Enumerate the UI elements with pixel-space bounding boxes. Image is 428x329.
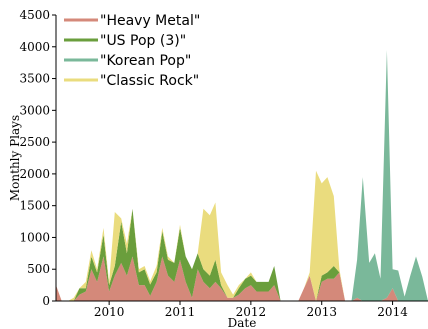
y-tick-label: 0 xyxy=(42,294,50,308)
y-tick-label: 4500 xyxy=(19,8,50,22)
y-tick-label: 1500 xyxy=(19,199,50,213)
y-tick-label: 2500 xyxy=(19,135,50,149)
legend-label: "US Pop (3)" xyxy=(100,33,186,49)
area-series-group xyxy=(56,50,428,301)
legend-label: "Classic Rock" xyxy=(100,73,199,89)
area-series-3 xyxy=(56,50,428,301)
area-series-2 xyxy=(56,208,428,301)
x-tick-label: 2013 xyxy=(306,305,337,319)
x-tick-label: 2010 xyxy=(94,305,125,319)
y-tick-label: 1000 xyxy=(19,230,50,244)
area-series-1 xyxy=(56,256,428,301)
x-tick-label: 2014 xyxy=(377,305,408,319)
area-series-4 xyxy=(56,50,428,301)
x-axis-label: Date xyxy=(228,316,257,329)
y-tick-label: 3000 xyxy=(19,103,50,117)
x-tick-label: 2012 xyxy=(236,305,267,319)
y-tick-label: 3500 xyxy=(19,72,50,86)
legend: "Heavy Metal" "US Pop (3)" "Korean Pop" "Cl… xyxy=(64,13,200,89)
legend-label: "Korean Pop" xyxy=(100,53,191,69)
legend-label: "Heavy Metal" xyxy=(100,13,200,29)
y-axis-label: Monthly Plays xyxy=(8,115,22,201)
y-tick-label: 4000 xyxy=(19,40,50,54)
x-tick-label: 2011 xyxy=(165,305,196,319)
y-tick-label: 2000 xyxy=(19,167,50,181)
axes: 0 500 1000 1500 2000 2500 3000 3500 4000 4500 2010… xyxy=(19,8,428,319)
y-tick-label: 500 xyxy=(27,262,50,276)
